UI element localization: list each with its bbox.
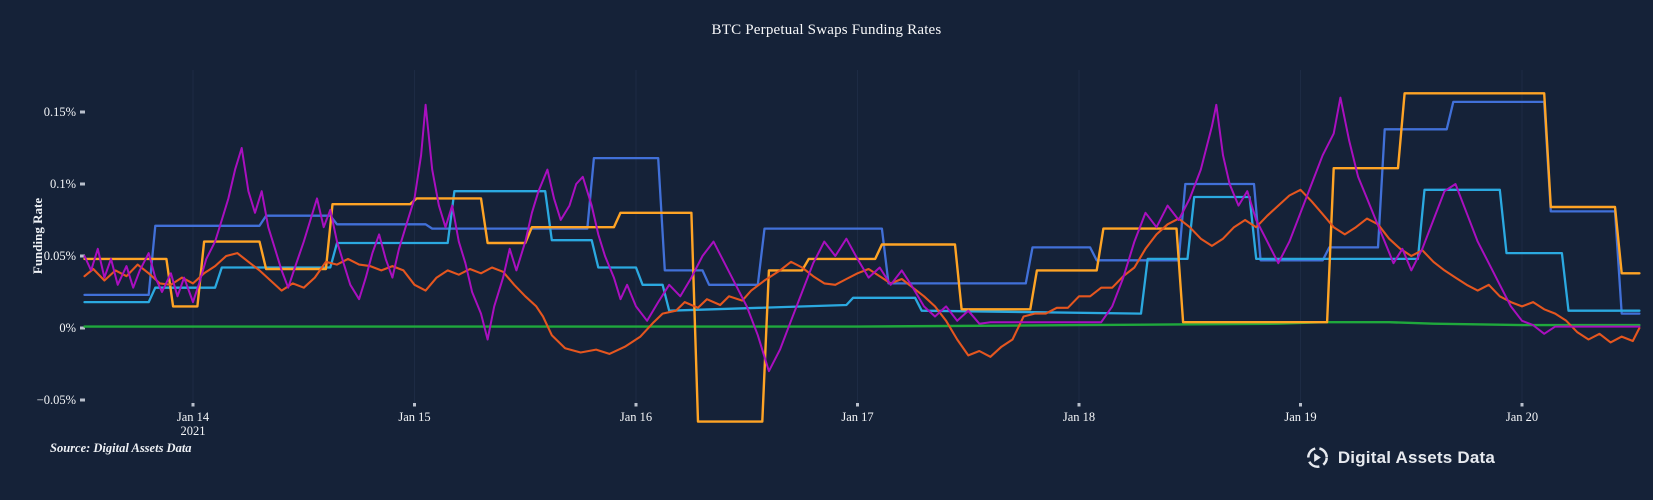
y-tick-mark <box>80 398 85 402</box>
y-tick-label: 0% <box>59 321 76 335</box>
y-tick-mark <box>80 326 85 330</box>
x-tick-label: Jan 18 <box>1063 410 1095 424</box>
y-tick-label: −0.05% <box>37 393 76 407</box>
x-tick-label: Jan 17 <box>841 410 873 424</box>
y-tick-mark <box>80 254 85 258</box>
y-tick-mark <box>80 182 85 186</box>
x-tick-label: Jan 20 <box>1506 410 1538 424</box>
x-tick-label: Jan 16 <box>620 410 652 424</box>
y-tick-label: 0.05% <box>44 249 76 263</box>
x-tick-mark <box>413 403 416 407</box>
chart-title: BTC Perpetual Swaps Funding Rates <box>711 22 942 38</box>
series-cyan-rate <box>83 188 1641 315</box>
x-tick-label: Jan 19 <box>1284 410 1316 424</box>
series-magenta-rate <box>83 96 1641 373</box>
x-tick-mark <box>1077 403 1081 407</box>
x-tick-label: Jan 14 <box>177 410 210 424</box>
series-green-rate <box>83 321 1641 328</box>
x-tick-mark <box>634 403 638 407</box>
series-blue-rate <box>83 100 1641 315</box>
series-orange-rate <box>83 92 1641 423</box>
x-tick-year-label: 2021 <box>181 424 206 438</box>
y-tick-label: 0.1% <box>50 177 76 191</box>
digital-assets-data-logo-icon <box>1306 446 1329 469</box>
x-tick-mark <box>856 403 859 407</box>
x-tick-mark <box>1299 403 1302 407</box>
y-tick-mark <box>80 110 85 114</box>
x-tick-mark <box>1520 403 1524 407</box>
x-tick-label: Jan 15 <box>398 410 430 424</box>
x-tick-mark <box>191 403 195 407</box>
y-tick-label: 0.15% <box>44 105 76 119</box>
digital-assets-data-logo-text: Digital Assets Data <box>1337 447 1495 467</box>
source-note: Source: Digital Assets Data <box>50 441 192 455</box>
branding: Digital Assets Data <box>1306 446 1495 469</box>
